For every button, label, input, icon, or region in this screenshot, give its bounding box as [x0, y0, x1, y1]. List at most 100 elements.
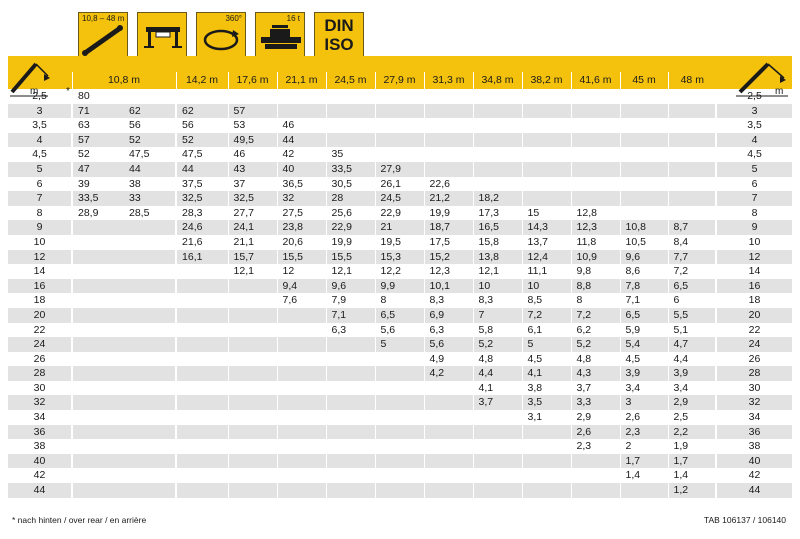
- capacity-cell: [325, 103, 376, 119]
- capacity-cell: [71, 410, 124, 425]
- capacity-cell: 26,1: [374, 176, 425, 192]
- table-row: 20 7,1 6,5 6,9 7 7,2 7,2 6,5 5,5 20: [8, 307, 793, 323]
- table-row: 7 33,5 33 32,5 32,5 32 28 24,5 21,2 18,2 7: [8, 191, 793, 206]
- capacity-cell: [276, 380, 327, 396]
- capacity-cell: 8,3: [423, 293, 474, 308]
- capacity-cell: 3: [619, 395, 669, 411]
- capacity-cell: [276, 366, 327, 381]
- rotation-label: 360°: [225, 14, 242, 23]
- capacity-cell: 5: [374, 337, 425, 352]
- capacity-cell: 10,9: [570, 249, 621, 265]
- capacity-cell: [227, 483, 278, 498]
- capacity-cell: [570, 132, 621, 148]
- capacity-cell: [423, 410, 474, 425]
- capacity-cell: [423, 439, 474, 454]
- capacity-cell: [472, 468, 523, 484]
- capacity-cell: [124, 453, 177, 469]
- capacity-cell: [472, 424, 523, 440]
- capacity-cell: [276, 395, 327, 411]
- capacity-cell: [175, 439, 229, 454]
- capacity-cell: 39: [71, 176, 124, 192]
- radius-cell-right: 30: [715, 380, 793, 396]
- capacity-cell: 9,4: [276, 278, 327, 294]
- capacity-cell: [521, 118, 572, 133]
- capacity-cell: [276, 322, 327, 338]
- capacity-cell: 42: [276, 147, 327, 162]
- capacity-cell: 43: [227, 161, 278, 177]
- capacity-cell: [71, 351, 124, 367]
- capacity-cell: 12,8: [570, 205, 621, 221]
- capacity-cell: 7,9: [325, 293, 376, 308]
- capacity-cell: [521, 161, 572, 177]
- capacity-cell: [619, 132, 669, 148]
- capacity-cell: 8,5: [521, 293, 572, 308]
- capacity-cell: 25,6: [325, 205, 376, 221]
- capacity-cell: 5,8: [472, 322, 523, 338]
- capacity-cell: [227, 366, 278, 381]
- capacity-cell: [175, 307, 229, 323]
- capacity-cell: 6,1: [521, 322, 572, 338]
- capacity-cell: [325, 410, 376, 425]
- radius-cell: 16: [8, 278, 72, 294]
- capacity-cell: 3,7: [472, 395, 523, 411]
- radius-cell-right: 8: [715, 205, 793, 221]
- capacity-cell: [374, 380, 425, 396]
- capacity-cell: 7,2: [570, 307, 621, 323]
- capacity-cell: [276, 424, 327, 440]
- capacity-cell: 8: [374, 293, 425, 308]
- capacity-cell: 15,3: [374, 249, 425, 265]
- capacity-cell: 52: [71, 147, 124, 162]
- radius-cell: 34: [33, 411, 46, 424]
- capacity-cell: [124, 220, 177, 235]
- capacity-cell: 47,5: [175, 147, 229, 162]
- capacity-cell: 14,3: [521, 220, 572, 235]
- counterweight-label: 16 t: [286, 14, 300, 23]
- icon-strip: 10,8 – 48 m 360° 16 t: [78, 12, 364, 60]
- capacity-cell: [570, 468, 621, 484]
- capacity-cell: [175, 366, 229, 381]
- boom-length-header: 14,2 m: [175, 72, 229, 89]
- capacity-cell: 4,3: [570, 366, 621, 381]
- capacity-cell: 27,7: [227, 205, 278, 221]
- capacity-cell: [423, 453, 474, 469]
- capacity-cell: [472, 147, 523, 162]
- capacity-cell: 47: [71, 161, 124, 177]
- capacity-cell: [124, 381, 176, 396]
- capacity-cell: 2,2: [667, 424, 717, 440]
- radius-cell: 5: [8, 161, 72, 177]
- capacity-cell: [124, 307, 177, 323]
- capacity-cell: [71, 293, 124, 308]
- capacity-cell: 3,4: [667, 380, 717, 396]
- capacity-cell: [124, 395, 177, 411]
- capacity-cell: 56: [175, 118, 229, 133]
- capacity-cell: [227, 395, 278, 411]
- capacity-cell: [570, 147, 621, 162]
- capacity-cell: 27,9: [374, 161, 425, 177]
- capacity-cell: [124, 468, 176, 483]
- capacity-cell: 15,5: [325, 249, 376, 265]
- capacity-cell: [521, 176, 572, 192]
- capacity-cell: 1,9: [667, 439, 717, 454]
- capacity-cell: [472, 161, 523, 177]
- capacity-cell: 7,8: [619, 278, 669, 294]
- capacity-cell: 12,1: [325, 264, 376, 279]
- capacity-cell: [472, 103, 523, 119]
- radius-cell: 32: [8, 395, 72, 411]
- capacity-cell: 10: [521, 278, 572, 294]
- capacity-cell: [325, 468, 376, 484]
- capacity-cell: [124, 235, 176, 250]
- capacity-cell: [667, 205, 717, 221]
- capacity-cell: [521, 89, 572, 104]
- boom-length-header: 10,8 m: [71, 72, 177, 89]
- capacity-cell: [227, 278, 278, 294]
- table-row: 8 28,9 28,5 28,3 27,7 27,5 25,6 22,9 19,9 17,3 15 1…: [8, 205, 793, 221]
- capacity-cell: [71, 234, 124, 250]
- capacity-cell: 28,3: [175, 205, 229, 221]
- radius-cell-right: 44: [715, 483, 793, 498]
- capacity-cell: [521, 439, 572, 454]
- capacity-cell: [124, 483, 177, 498]
- capacity-cell: [175, 424, 229, 440]
- capacity-cell: 36,5: [276, 176, 327, 192]
- boom-length-header: 27,9 m: [374, 72, 425, 89]
- capacity-cell: [325, 483, 376, 498]
